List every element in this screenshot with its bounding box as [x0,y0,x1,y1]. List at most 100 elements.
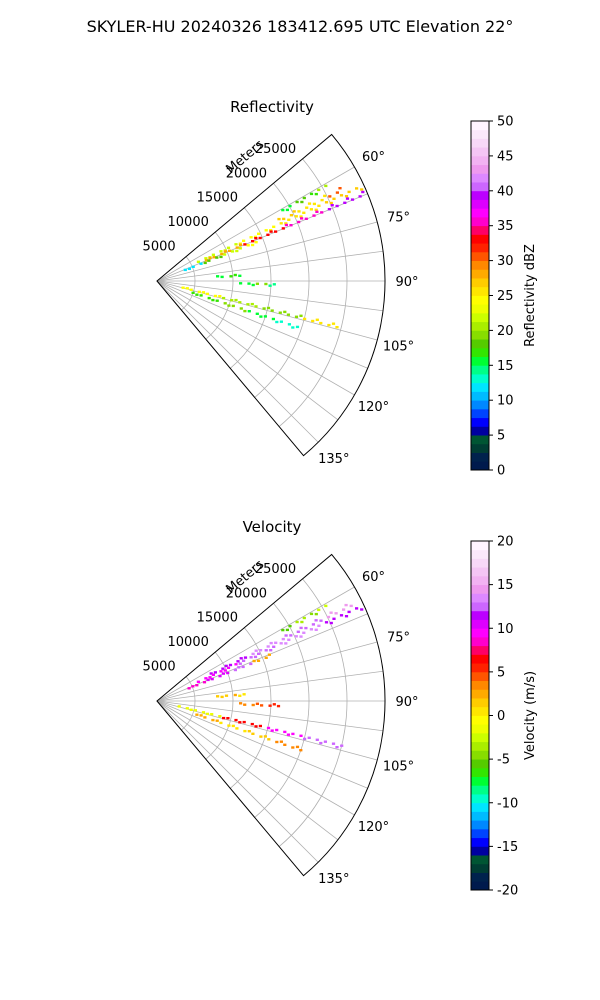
data-gate [255,282,259,285]
data-gate [226,666,231,669]
colorbar-swatch [471,138,489,148]
colorbar-swatch [471,155,489,166]
data-gate [272,645,276,648]
data-gate [220,695,224,699]
data-gate [251,732,255,735]
data-gate [181,286,185,289]
data-gate [230,250,235,253]
angle-tick-label: 90° [395,275,418,290]
colorbar-swatch [471,435,489,445]
data-gate [319,619,323,622]
data-gate [223,250,227,253]
data-gate [254,305,258,308]
colorbar-swatch [471,251,489,262]
colorbar-swatch [471,347,489,357]
data-gate [275,740,279,744]
data-gate [207,259,211,262]
data-gate [344,195,349,198]
data-gate [360,608,364,611]
grid-ray [156,700,339,841]
colorbar-swatch [471,558,489,568]
data-gate [339,194,344,197]
data-gate [223,253,227,256]
data-gate [216,695,220,698]
data-gate [328,195,332,198]
colorbar-tick-label: 10 [497,394,514,409]
data-gate [255,312,259,315]
data-gate [239,282,243,285]
angle-tick-label: 135° [318,452,349,467]
data-gate [340,744,344,747]
colorbar-swatch [471,846,489,856]
colorbar-swatch [471,129,489,139]
data-gate [224,694,229,697]
data-gate [299,215,303,218]
data-gate [226,717,230,720]
data-gate [211,298,215,302]
data-gate [312,202,316,206]
data-gate [311,319,315,323]
colorbar-swatch [471,234,489,244]
colorbar-swatch [471,541,489,551]
data-gate [234,663,238,666]
colorbar-swatch [471,549,489,559]
data-gate [208,256,212,260]
colorbar-swatch [471,147,489,157]
data-gate [344,615,349,618]
data-gate [249,656,253,659]
data-gate [253,235,258,239]
data-gate [266,233,270,236]
data-gate [242,239,246,242]
grid-ray [156,280,339,421]
data-gate [203,716,207,719]
data-gate [355,187,359,190]
colorbar-swatch [471,121,489,131]
colorbar-swatch [471,837,489,847]
data-gate [195,293,199,296]
angle-tick-label: 105° [383,340,414,355]
grid-ray [156,280,368,369]
data-gate [281,208,285,212]
colorbar-swatch [471,278,489,288]
data-gate [269,229,273,232]
data-gate [288,624,292,628]
data-gate [302,196,306,200]
data-gate [267,738,271,741]
data-gate [209,672,213,675]
r-tick-label: 10000 [168,635,209,650]
data-gate [292,210,296,213]
data-gate [315,210,319,213]
data-gate [355,607,359,610]
grid-ray [156,700,368,789]
data-gate [231,724,235,728]
r-tick-label: 5000 [143,660,176,675]
data-gate [243,729,247,733]
data-gate [234,243,238,246]
grid-arc [205,231,234,340]
colorbar-tick-label: 40 [497,184,514,199]
data-gate [242,659,246,662]
data-gate [187,687,191,690]
data-gate [314,612,318,616]
data-gate [295,745,300,749]
data-gate [238,721,242,724]
colorbar-swatch [471,671,489,682]
data-gate [219,250,223,253]
data-gate [226,246,231,249]
colorbar-swatch [471,208,489,218]
angle-tick-label: 135° [318,872,349,887]
data-gate [271,317,275,321]
colorbar-swatch [471,382,489,392]
data-gate [268,704,272,707]
data-gate [272,703,276,706]
angle-tick-label: 120° [358,400,389,415]
data-gate [289,214,293,217]
data-gate [291,746,295,749]
data-gate [289,224,293,227]
data-gate [264,649,268,652]
colorbar-swatch [471,286,489,296]
colorbar-tick-label: 5 [497,429,505,444]
grid-arc [205,651,234,760]
grid-ray [156,641,378,702]
data-gate [309,192,314,196]
